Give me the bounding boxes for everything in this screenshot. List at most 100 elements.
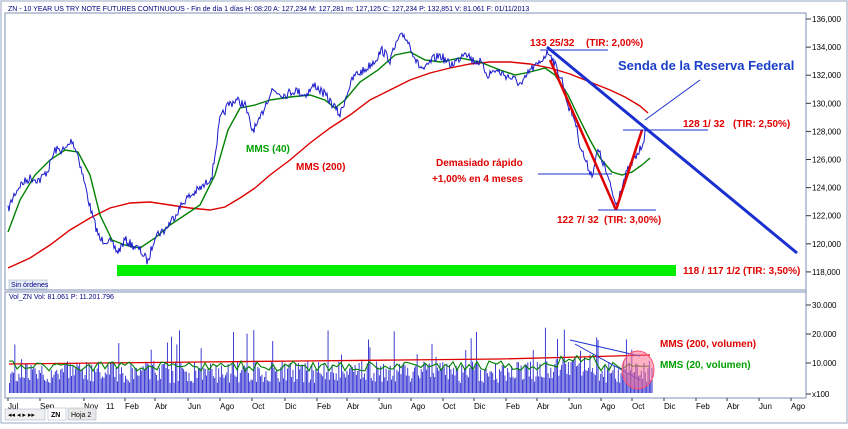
volume-bar [401, 366, 403, 393]
volume-bar [458, 380, 460, 393]
x-tick-label: Dic [474, 402, 486, 411]
volume-bar [419, 378, 421, 393]
volume-bar [384, 377, 386, 393]
tab-nav-arrows[interactable]: ◂◂ ◂ ▸ ▸▸ [8, 412, 35, 419]
volume-bar [399, 364, 401, 393]
x-tick-label: Nov [84, 402, 98, 411]
x-tick-label: Oct [443, 402, 456, 411]
volume-bar [574, 356, 576, 393]
volume-bar [343, 373, 345, 393]
volume-bar [172, 371, 174, 393]
volume-bar [488, 376, 490, 393]
orders-badge[interactable] [8, 279, 48, 290]
volume-bar [400, 374, 402, 393]
volume-bar [249, 381, 251, 393]
volume-bar [288, 364, 290, 393]
volume-bar [260, 376, 261, 393]
volume-bar [374, 381, 376, 393]
volume-bar [31, 369, 33, 393]
x-tick-label: Dic [664, 402, 676, 411]
volume-bar [592, 368, 594, 393]
price-series [7, 32, 648, 265]
volume-bar [111, 363, 113, 393]
volume-bar [490, 371, 492, 393]
volume-bar [150, 349, 152, 393]
volume-bar [115, 368, 117, 393]
volume-bar [373, 373, 375, 393]
volume-bar [617, 369, 619, 393]
volume-bar [616, 381, 618, 393]
volume-bar [431, 343, 433, 393]
volume-bar [500, 371, 502, 393]
volume-bar [404, 365, 406, 393]
volume-bar [511, 366, 513, 393]
volume-bar [600, 373, 602, 393]
volume-bar [50, 370, 52, 393]
volume-bar [559, 369, 561, 393]
volume-bar [152, 364, 153, 393]
volume-bar [558, 375, 560, 393]
volume-bar [40, 373, 41, 393]
volume-bar [57, 373, 59, 393]
volume-bar [160, 378, 162, 393]
volume-bar [54, 371, 56, 393]
volume-bar [234, 375, 236, 393]
volume-highlight [621, 350, 655, 390]
volume-bar [532, 350, 534, 393]
volume-bar [555, 359, 557, 393]
volume-bar [603, 376, 604, 393]
volume-bar [183, 369, 185, 393]
x-tick-label: Ago [601, 402, 616, 411]
volume-bar [561, 365, 563, 393]
volume-bar [590, 371, 592, 393]
volume-bar [203, 368, 205, 393]
fed-trendline [546, 45, 798, 255]
volume-bar [530, 361, 531, 393]
tab-hoja2[interactable] [67, 407, 97, 421]
volume-bar [534, 381, 536, 393]
volume-bar [427, 364, 429, 393]
x-tick-label: Ago [220, 402, 235, 411]
volume-bar [327, 330, 329, 393]
volume-bar [396, 369, 398, 393]
volume-bar [235, 376, 237, 393]
volume-bar [41, 366, 43, 393]
volume-bar [328, 379, 330, 393]
tab-zn[interactable] [47, 407, 67, 421]
volume-bar [9, 383, 10, 393]
vol-mms20-series [8, 354, 650, 373]
price-y-tick: 124,000 [812, 184, 841, 193]
volume-bar [122, 373, 124, 393]
volume-bar [156, 375, 158, 393]
volume-bar [92, 381, 94, 393]
volume-bar [14, 344, 16, 393]
x-tick-label: Ago [791, 402, 806, 411]
volume-bar [187, 381, 189, 393]
volume-bar [142, 366, 144, 393]
mid-price-label: 128 1/ 32 [683, 119, 725, 130]
volume-bar [125, 375, 126, 393]
mms200-line [7, 61, 649, 269]
volume-bar [284, 365, 286, 393]
volume-bar [539, 363, 541, 393]
volume-bar [145, 361, 147, 393]
volume-bar [562, 358, 564, 393]
volume-bar [162, 364, 164, 393]
volume-bar [415, 365, 417, 393]
x-tick-label: Jun [188, 402, 201, 411]
volume-bar [26, 363, 28, 393]
price-y-tick: 134,000 [812, 43, 841, 52]
volume-bar [509, 377, 511, 393]
volume-bar [414, 367, 415, 393]
volume-bar [584, 356, 585, 393]
volume-bar [204, 369, 206, 393]
volume-bar [594, 375, 596, 393]
volume-bar [322, 376, 324, 393]
volume-bar [272, 341, 274, 393]
volume-bar [430, 376, 432, 393]
volume-bar [450, 369, 452, 393]
volume-bar [76, 363, 78, 393]
volume-bar [385, 368, 387, 393]
price-y-tick: 126,000 [812, 156, 841, 165]
